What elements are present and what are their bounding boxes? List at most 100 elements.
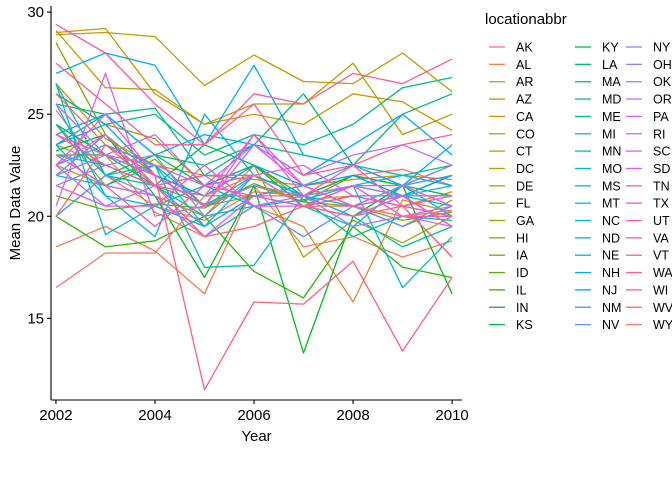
legend-item-nd: ND [575,231,620,245]
legend-label: NC [602,214,620,228]
legend-label: RI [653,127,666,141]
legend-label: TN [653,179,670,193]
legend-item-la: LA [575,58,618,72]
y-axis-title: Mean Data Value [7,146,24,261]
legend-item-wy: WY [626,318,672,332]
legend-item-nj: NJ [575,283,617,297]
legend-item-mo: MO [575,162,622,176]
y-tick-label: 20 [27,208,44,225]
legend-label: OR [653,93,672,107]
legend-item-mi: MI [575,127,616,141]
legend-label: HI [516,231,529,245]
legend-item-oh: OH [626,58,672,72]
series-line-ct [55,31,453,93]
legend-item-nh: NH [575,266,620,280]
x-tick-label: 2008 [336,407,369,424]
y-tick-label: 15 [27,310,44,327]
series-line-co [55,27,453,132]
legend-label: AK [516,41,533,55]
legend-label: AL [516,58,531,72]
series-line-ak [55,109,453,222]
legend-item-ky: KY [575,41,619,55]
legend-item-ri: RI [626,127,666,141]
legend-item-fl: FL [489,197,531,211]
legend-label: OH [653,58,672,72]
legend-label: IN [516,301,529,315]
legend-label: MO [602,162,622,176]
legend: locationabbr AK AL AR AZ CA CO CT DC DE FL GA HI IA I… [485,11,672,332]
legend-label: NM [602,301,621,315]
legend-label: CA [516,110,534,124]
x-tick-label: 2010 [435,407,468,424]
legend-item-tn: TN [626,179,670,193]
series-line-vt [55,23,453,146]
legend-item-wv: WV [626,301,672,315]
series-line-tn [55,164,453,217]
legend-label: MD [602,93,621,107]
legend-item-md: MD [575,93,621,107]
legend-label: SD [653,162,670,176]
legend-item-ga: GA [489,214,535,228]
legend-label: MS [602,179,621,193]
legend-label: CT [516,145,533,159]
legend-label: ID [516,266,529,280]
legend-item-nc: NC [575,214,620,228]
legend-label: AZ [516,93,532,107]
legend-label: ME [602,110,621,124]
legend-item-ct: CT [489,145,533,159]
legend-label: VA [653,231,669,245]
series-line-dc [55,30,453,136]
legend-title: locationabbr [485,11,567,28]
legend-item-co: CO [489,127,535,141]
series-line-tx [55,113,453,228]
legend-label: NV [602,318,620,332]
legend-label: UT [653,214,670,228]
legend-item-ia: IA [489,249,528,263]
legend-label: MI [602,127,616,141]
legend-item-nv: NV [575,318,620,332]
legend-label: IL [516,283,526,297]
legend-item-ar: AR [489,75,533,89]
x-tick-label: 2006 [237,407,270,424]
legend-label: NY [653,41,671,55]
legend-item-me: ME [575,110,621,124]
series-line-wa [55,62,453,177]
legend-item-ca: CA [489,110,534,124]
legend-label: MT [602,197,620,211]
legend-item-in: IN [489,301,529,315]
y-axis-ticks: 15 20 25 30 [27,4,51,327]
legend-item-ut: UT [626,214,670,228]
y-tick-label: 25 [27,106,44,123]
legend-item-ok: OK [626,75,672,89]
legend-label: DC [516,162,534,176]
legend-item-al: AL [489,58,531,72]
legend-label: CO [516,127,535,141]
series-line-wv [55,144,453,258]
legend-label: ND [602,231,620,245]
legend-item-vt: VT [626,249,669,263]
legend-item-wa: WA [626,266,672,280]
legend-label: DE [516,179,533,193]
legend-label: NH [602,266,620,280]
legend-item-pa: PA [626,110,669,124]
x-axis-ticks: 2002 2004 2006 2008 2010 [39,400,469,424]
series-line-mi [55,164,453,268]
legend-label: NJ [602,283,617,297]
series-line-ut [55,154,453,258]
legend-label: IA [516,249,528,263]
legend-item-sd: SD [626,162,670,176]
legend-label: NE [602,249,619,263]
legend-label: GA [516,214,535,228]
plot-lines [55,23,453,391]
legend-item-hi: HI [489,231,529,245]
legend-item-ne: NE [575,249,619,263]
legend-item-mn: MN [575,145,621,159]
legend-item-or: OR [626,93,672,107]
x-tick-label: 2004 [138,407,171,424]
legend-item-mt: MT [575,197,620,211]
legend-item-va: VA [626,231,669,245]
legend-label: SC [653,145,670,159]
legend-label: WI [653,283,668,297]
legend-item-ks: KS [489,318,533,332]
